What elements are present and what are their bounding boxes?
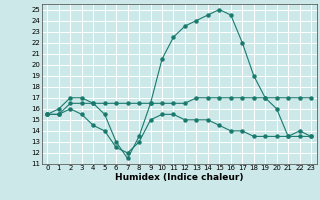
X-axis label: Humidex (Indice chaleur): Humidex (Indice chaleur) (115, 173, 244, 182)
